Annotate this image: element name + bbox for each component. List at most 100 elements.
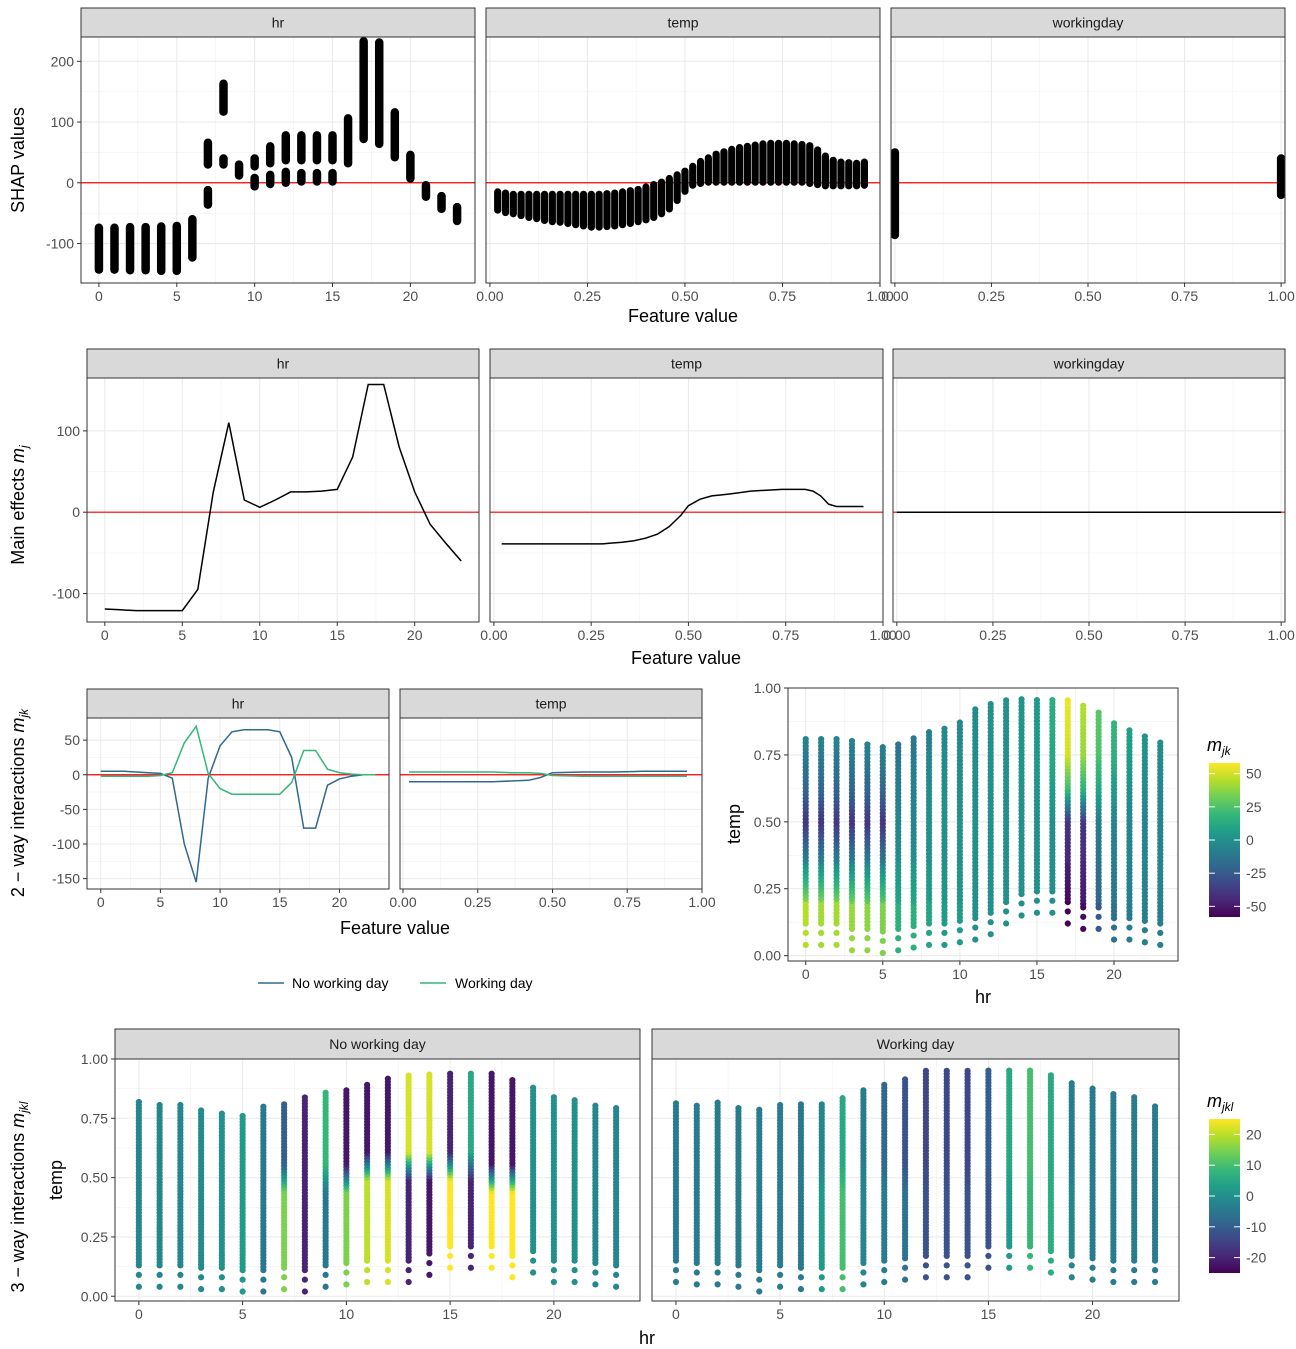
interaction-point <box>592 1281 599 1288</box>
interaction-point <box>943 1274 950 1281</box>
legend-label: Working day <box>455 975 533 991</box>
x-tick-label: 0.00 <box>881 288 908 304</box>
x-tick-label: 0.25 <box>578 627 605 643</box>
interaction-point <box>177 1101 184 1109</box>
interaction-point <box>1151 1103 1159 1110</box>
two-way-x-axis-title: Feature value <box>340 918 450 938</box>
y-tick-label: -100 <box>46 236 74 252</box>
interaction-point <box>839 1095 846 1102</box>
shap-point-strip <box>501 189 510 217</box>
interaction-point <box>1131 1278 1138 1286</box>
x-tick-label: 20 <box>546 1306 562 1322</box>
interaction-point <box>1064 697 1071 704</box>
interaction-point <box>1141 927 1148 934</box>
axis-title-m: m <box>8 718 28 733</box>
panel-strip-label: hr <box>272 15 285 31</box>
x-tick-label: 0 <box>101 627 109 643</box>
shap-point-strip <box>509 190 517 218</box>
panel-background <box>87 718 389 889</box>
shap-point-strip <box>219 79 228 116</box>
interaction-point <box>426 1071 433 1078</box>
interaction-point <box>941 929 948 936</box>
axis-title-text: 3 − way interactions <box>8 1133 28 1293</box>
shap-point-strip <box>564 190 572 228</box>
interaction-point <box>322 1283 329 1290</box>
interaction-point <box>198 1286 205 1293</box>
colorbar-title: mjk <box>1207 735 1232 758</box>
x-tick-label: 0.25 <box>979 627 1006 643</box>
panel-background <box>81 37 475 283</box>
x-tick-label: 15 <box>272 894 288 910</box>
interaction-point <box>985 1264 992 1271</box>
interaction-point <box>426 1271 433 1279</box>
interaction-point <box>941 941 948 949</box>
shap-point-strip <box>813 146 822 189</box>
interaction-point <box>156 1101 163 1109</box>
panel-border <box>86 717 390 890</box>
shap-point-strip <box>374 38 384 149</box>
interaction-point <box>943 1067 950 1074</box>
interaction-point <box>956 719 963 726</box>
interaction-point <box>1033 897 1041 904</box>
shap-point-strip <box>219 154 228 169</box>
interaction-point <box>1157 941 1164 949</box>
interaction-point <box>260 1103 267 1110</box>
interaction-point <box>1018 696 1025 703</box>
panel-strip-label: No working day <box>329 1036 426 1052</box>
axis-title-m: m <box>8 1113 28 1128</box>
interaction-point <box>881 1081 888 1088</box>
shap-point-strip <box>540 190 549 225</box>
interaction-point <box>1026 1252 1034 1260</box>
shap-point-strip <box>595 190 603 231</box>
x-tick-label: 0.00 <box>476 288 503 304</box>
interaction-point <box>693 1281 700 1288</box>
interaction-point <box>426 1259 433 1267</box>
x-tick-label: 0.00 <box>480 627 507 643</box>
main-effect-line <box>501 488 864 545</box>
shap-point-strip <box>806 142 814 187</box>
axis-title-m: m <box>8 448 28 463</box>
colorbar-label: 25 <box>1246 799 1262 815</box>
interaction-point <box>301 1276 308 1283</box>
interaction-point <box>797 1274 805 1281</box>
panel-border <box>651 1058 1180 1302</box>
y-tick-label: 200 <box>51 53 75 69</box>
interaction-point <box>550 1094 557 1101</box>
x-tick-label: 1.00 <box>869 627 896 643</box>
x-tick-label: 10 <box>247 288 263 304</box>
shap-point-strip <box>234 160 244 180</box>
interaction-point <box>177 1283 184 1290</box>
interaction-point <box>833 736 840 743</box>
panel-border <box>80 36 476 284</box>
interaction-point <box>156 1283 163 1290</box>
shap-point-strip <box>250 173 259 191</box>
interaction-point <box>1151 1278 1159 1286</box>
shap-point-strip <box>860 158 868 189</box>
x-tick-label: 0.50 <box>1075 627 1102 643</box>
shap-point-strip <box>265 170 275 189</box>
interaction-point <box>1151 1267 1159 1274</box>
interaction-point <box>756 1276 763 1283</box>
interaction-point <box>1018 900 1025 907</box>
y-tick-label: -100 <box>52 586 80 602</box>
interaction-point <box>260 1276 267 1283</box>
interaction-point <box>1157 739 1164 746</box>
panel-strip <box>489 348 884 379</box>
interaction-point <box>839 1286 846 1293</box>
interaction-point <box>987 919 994 926</box>
y-tick-label: -150 <box>52 871 80 887</box>
interaction-point <box>972 706 979 713</box>
shap-point-strip <box>790 140 798 186</box>
interaction-point <box>260 1288 267 1295</box>
interaction-line-no-working-day <box>100 729 376 883</box>
x-tick-label: 0 <box>95 288 103 304</box>
interaction-point <box>818 1274 825 1281</box>
interaction-point <box>218 1110 225 1117</box>
shap-point-strip <box>494 188 502 214</box>
interaction-point <box>301 1288 308 1295</box>
shap-point-strip <box>517 190 525 220</box>
panel-strip <box>485 7 881 38</box>
panel-border <box>86 377 480 623</box>
interaction-point <box>156 1271 163 1279</box>
shap-point-strip <box>665 174 673 213</box>
